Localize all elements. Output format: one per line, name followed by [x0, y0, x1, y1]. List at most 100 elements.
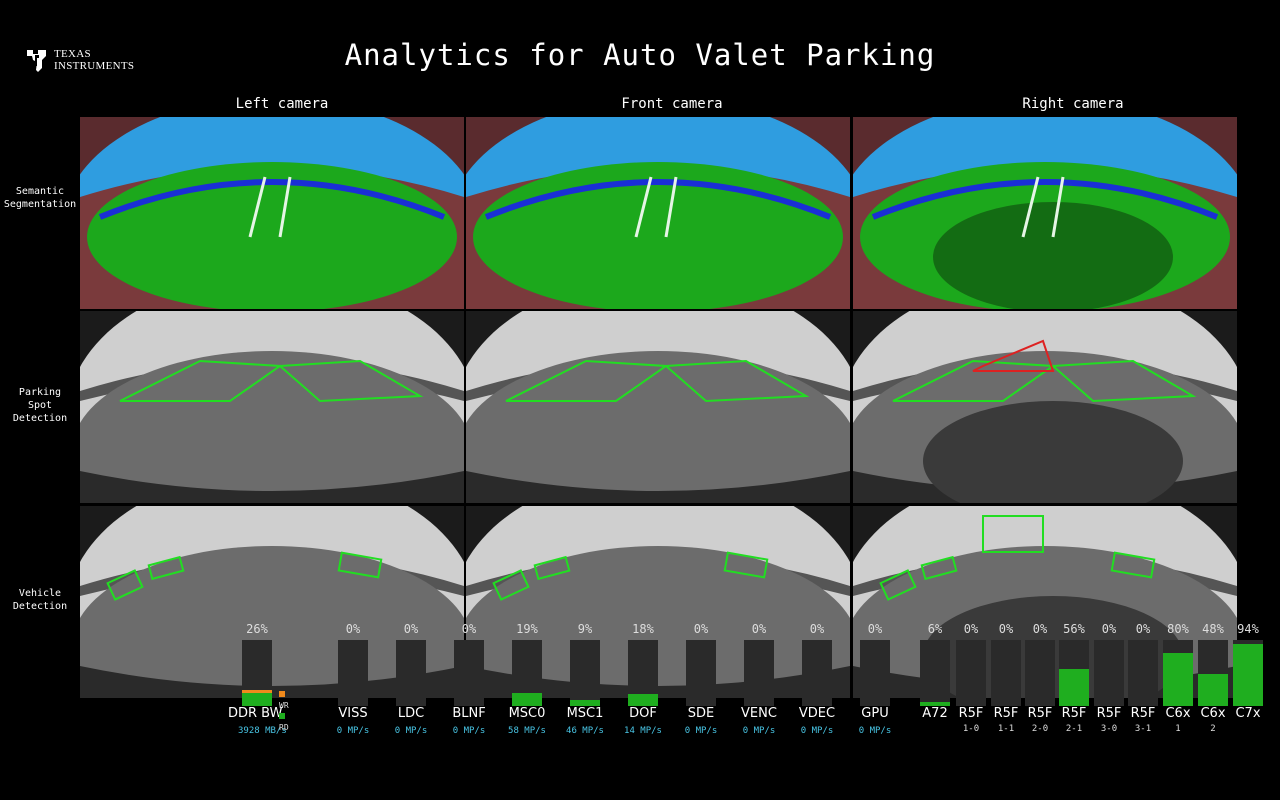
metric-percent: 6%: [927, 622, 943, 636]
metric-name: C7x: [1235, 706, 1261, 721]
metric-bar-fill: [1233, 643, 1263, 706]
metric-percent: 0%: [1135, 622, 1151, 636]
metric-percent: 94%: [1237, 622, 1259, 636]
metric-bar: [1233, 640, 1263, 706]
metric-sub: 0 MP/s: [452, 726, 486, 736]
metric-percent: 0%: [693, 622, 709, 636]
camera-image: [80, 311, 464, 503]
metric-bar: [570, 640, 600, 706]
camera-image: [80, 117, 464, 309]
metric-percent: 48%: [1202, 622, 1224, 636]
metric-sub: 2: [1210, 724, 1216, 734]
metric-name: R5F: [1027, 706, 1053, 721]
metric-sub: 0 MP/s: [336, 726, 370, 736]
ti-logo-text: Texas Instruments: [54, 48, 134, 72]
metric-percent: 80%: [1167, 622, 1189, 636]
metric-percent: 9%: [577, 622, 593, 636]
row-label-vehicle-text: Vehicle Detection: [12, 588, 68, 612]
metric-sub: 58 MP/s: [508, 726, 546, 736]
row-label-segmentation-text: Semantic Segmentation: [3, 186, 77, 210]
metric-bar: [860, 640, 890, 706]
metric-percent: 18%: [632, 622, 654, 636]
metric-bar: [1059, 640, 1089, 706]
metric-sub: 3-1: [1134, 724, 1152, 734]
metric-name: R5F: [1096, 706, 1122, 721]
metric-percent: 56%: [1063, 622, 1085, 636]
ddr-legend: WR RD: [279, 689, 289, 733]
metric-percent: 0%: [461, 622, 477, 636]
metric-bar: [686, 640, 716, 706]
metric-sub: 0 MP/s: [684, 726, 718, 736]
metric-name: MSC1: [566, 706, 604, 721]
metric-percent: 0%: [867, 622, 883, 636]
metric-sub: 1-1: [997, 724, 1015, 734]
metric-bar: [802, 640, 832, 706]
legend-wr-swatch: [279, 691, 285, 697]
metric-sub: 0 MP/s: [858, 726, 892, 736]
metric-bar: [920, 640, 950, 706]
camera-image: [466, 311, 850, 503]
metric-name: VENC: [741, 706, 777, 721]
metric-sub: 2-1: [1065, 724, 1083, 734]
camera-image: [853, 311, 1237, 503]
metric-sub: 1: [1175, 724, 1181, 734]
metric-bar-fill: [920, 702, 950, 706]
metric-name: R5F: [958, 706, 984, 721]
metric-bar: [1025, 640, 1055, 706]
camera-view-left-parking: [80, 311, 464, 503]
ddr-write-fill: [242, 690, 272, 693]
metric-percent: 0%: [963, 622, 979, 636]
column-label-right: Right camera: [1022, 96, 1124, 112]
metric-sub: 2-0: [1031, 724, 1049, 734]
metric-bar-fill: [570, 700, 600, 706]
column-label-front: Front camera: [621, 96, 723, 112]
metric-percent: 0%: [751, 622, 767, 636]
metric-name: DDR BW: [228, 706, 283, 721]
metric-name: GPU: [861, 706, 889, 721]
metric-name: R5F: [1061, 706, 1087, 721]
row-label-vehicle: Vehicle Detection: [0, 587, 80, 613]
metric-bar: [628, 640, 658, 706]
metric-bar: [454, 640, 484, 706]
metric-name: C6x: [1200, 706, 1226, 721]
metric-name: VDEC: [798, 706, 836, 721]
metric-sub: 0 MP/s: [742, 726, 776, 736]
camera-image: [466, 117, 850, 309]
metric-sub: 3928 MB/s: [238, 726, 287, 736]
metric-sub: 3-0: [1100, 724, 1118, 734]
column-label-left: Left camera: [235, 96, 329, 112]
logo-line-2: Instruments: [54, 60, 135, 72]
camera-image: [853, 117, 1237, 309]
metric-name: C6x: [1165, 706, 1191, 721]
metric-percent: 0%: [403, 622, 419, 636]
metric-sub: 0 MP/s: [800, 726, 834, 736]
camera-view-front-parking: [466, 311, 850, 503]
metric-bar-fill: [512, 693, 542, 706]
metric-bar-fill: [1163, 653, 1193, 706]
metric-name: VISS: [338, 706, 368, 721]
metric-percent: 0%: [345, 622, 361, 636]
metric-bar: [242, 640, 272, 706]
logo-line-1: Texas: [54, 48, 91, 60]
metric-bar: [1198, 640, 1228, 706]
metric-name: DOF: [629, 706, 657, 721]
metric-percent: 0%: [1101, 622, 1117, 636]
page-title: Analytics for Auto Valet Parking: [344, 38, 936, 72]
metric-bar: [1163, 640, 1193, 706]
metric-bar-fill: [1059, 669, 1089, 706]
metric-bar: [396, 640, 426, 706]
metric-bar: [512, 640, 542, 706]
metric-bar: [991, 640, 1021, 706]
metric-percent: 0%: [809, 622, 825, 636]
row-label-parking-text: Parking Spot Detection: [12, 387, 68, 424]
camera-view-right-parking: [853, 311, 1237, 503]
metric-bar: [956, 640, 986, 706]
ti-logo-icon: [27, 50, 46, 72]
metric-name: R5F: [993, 706, 1019, 721]
ti-logo: Texas Instruments: [24, 46, 134, 74]
camera-view-right-segmentation: [853, 117, 1237, 309]
metric-percent: 0%: [1032, 622, 1048, 636]
metric-name: SDE: [687, 706, 715, 721]
ddr-read-fill: [242, 692, 272, 706]
